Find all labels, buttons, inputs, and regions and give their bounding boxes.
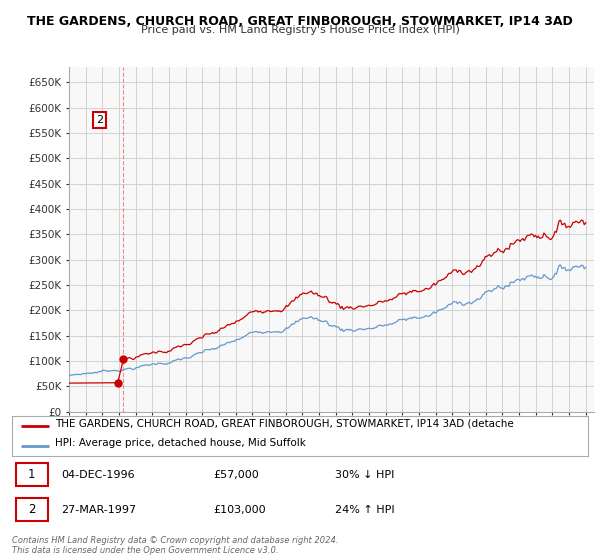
Text: THE GARDENS, CHURCH ROAD, GREAT FINBOROUGH, STOWMARKET, IP14 3AD: THE GARDENS, CHURCH ROAD, GREAT FINBOROU…	[27, 15, 573, 27]
Text: 30% ↓ HPI: 30% ↓ HPI	[335, 470, 394, 479]
FancyBboxPatch shape	[16, 463, 48, 486]
Text: Contains HM Land Registry data © Crown copyright and database right 2024.: Contains HM Land Registry data © Crown c…	[12, 536, 338, 545]
Text: 2: 2	[95, 115, 103, 125]
Text: This data is licensed under the Open Government Licence v3.0.: This data is licensed under the Open Gov…	[12, 547, 278, 556]
Text: £103,000: £103,000	[214, 505, 266, 515]
Text: Price paid vs. HM Land Registry's House Price Index (HPI): Price paid vs. HM Land Registry's House …	[140, 25, 460, 35]
Text: 1: 1	[28, 468, 35, 481]
Text: £57,000: £57,000	[214, 470, 259, 479]
Text: 2: 2	[28, 503, 35, 516]
Text: THE GARDENS, CHURCH ROAD, GREAT FINBOROUGH, STOWMARKET, IP14 3AD (detache: THE GARDENS, CHURCH ROAD, GREAT FINBOROU…	[55, 418, 514, 428]
Text: 27-MAR-1997: 27-MAR-1997	[61, 505, 136, 515]
Text: 04-DEC-1996: 04-DEC-1996	[61, 470, 134, 479]
Text: HPI: Average price, detached house, Mid Suffolk: HPI: Average price, detached house, Mid …	[55, 438, 306, 449]
FancyBboxPatch shape	[16, 498, 48, 521]
Text: 24% ↑ HPI: 24% ↑ HPI	[335, 505, 394, 515]
